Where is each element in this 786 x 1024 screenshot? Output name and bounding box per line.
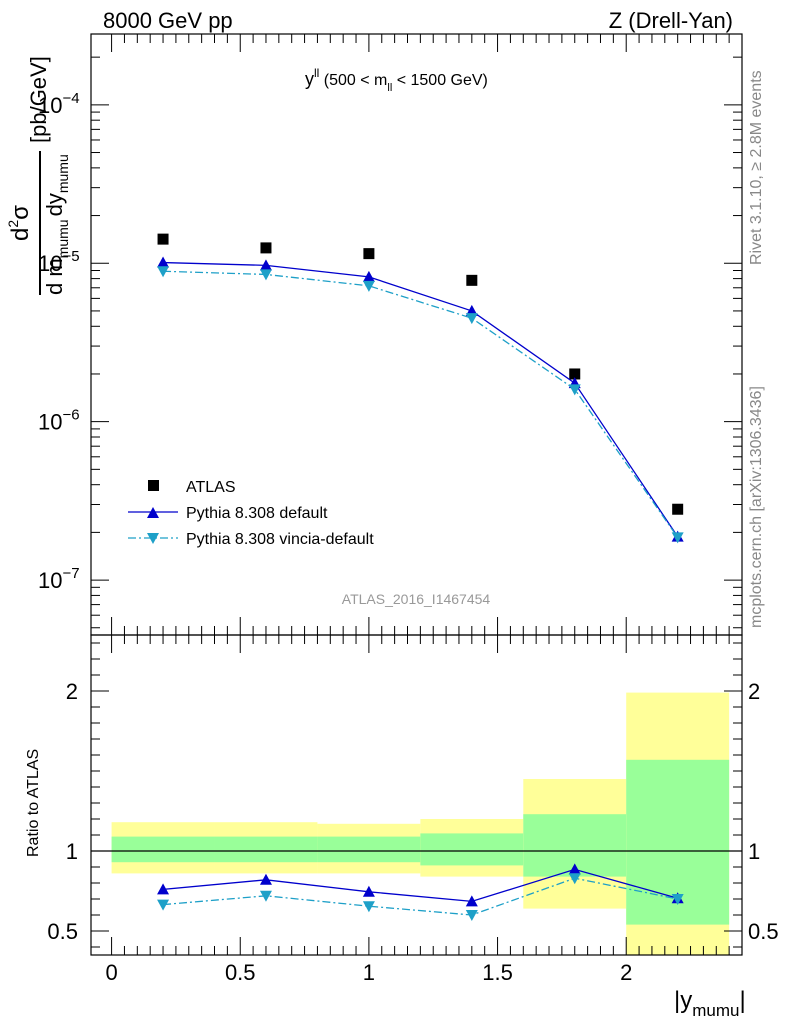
main-line-pythia-8-308-vincia-default [163, 270, 679, 538]
ratio-point-pythia-8-308-default [465, 895, 478, 907]
ratio-inner-band [317, 836, 421, 863]
title-variable-sup: ll [314, 66, 319, 80]
y-label-numerator: d2σ [5, 205, 34, 241]
ratio-axes: 0 0.5 1 1.5 2 0.5 0.5 1 1 2 2 [47, 635, 779, 985]
x-tick-label: 1 [363, 960, 375, 985]
main-point-atlas [363, 248, 375, 260]
ratio-y-axis-label: Ratio to ATLAS [25, 749, 42, 857]
main-point-atlas [672, 503, 684, 515]
ratio-point-pythia-8-308-vincia-default [157, 899, 170, 911]
ratio-point-pythia-8-308-vincia-default [671, 894, 684, 905]
main-point-pythia-8-308-default [362, 270, 375, 282]
x-label-close: | [739, 987, 745, 1014]
x-label-base: |y [674, 987, 692, 1014]
x-tick-label: 2 [620, 960, 632, 985]
main-point-pythia-8-308-default [259, 259, 272, 271]
y-tick-label: 10−4 [38, 90, 80, 118]
y-label-num-sup: 2 [5, 220, 21, 228]
ratio-point-pythia-8-308-default [568, 863, 581, 875]
y-label-den-dm: d m [42, 258, 67, 295]
header-left: 8000 GeV pp [103, 8, 233, 33]
y-tick-label: 10−5 [38, 248, 80, 276]
header-right: Z (Drell-Yan) [609, 8, 733, 33]
x-tick-label: 0 [105, 960, 117, 985]
ratio-y-tick-label-right: 1 [748, 839, 760, 864]
ratio-point-pythia-8-308-vincia-default [465, 910, 478, 921]
ratio-inner-band [111, 836, 215, 863]
ratio-point-pythia-8-308-default [362, 885, 375, 897]
main-point-atlas [157, 233, 169, 245]
ratio-line-pythia-8-308-default [162, 868, 678, 903]
ratio-y-tick-label-left: 0.5 [47, 919, 78, 944]
main-point-pythia-8-308-vincia-default [157, 266, 170, 278]
ratio-panel: 0 0.5 1 1.5 2 0.5 0.5 1 1 2 2 Ratio to ATLAS |ymum… [25, 634, 779, 1020]
legend-label-atlas: ATLAS [186, 479, 236, 496]
title-variable: y [305, 69, 314, 89]
x-label-sub: mumu [692, 1001, 739, 1020]
y-axis-label: d2σ d mmumudymumu [pb/GeV] [5, 56, 71, 295]
y-label-den-sub2: mumu [55, 154, 71, 193]
ratio-y-tick-label-right: 2 [748, 679, 760, 704]
main-point-pythia-8-308-vincia-default [568, 384, 581, 396]
main-line-pythia-8-308-default [163, 261, 679, 537]
legend: ATLAS Pythia 8.308 default Pythia 8.308 … [128, 479, 374, 548]
main-point-atlas [260, 242, 272, 254]
plot-title: yll (500 < mll < 1500 GeV) [305, 66, 488, 94]
main-point-atlas [569, 368, 581, 380]
y-label-num-d: d [7, 228, 34, 241]
ratio-point-pythia-8-308-vincia-default [362, 901, 375, 913]
x-tick-label: 1.5 [482, 960, 513, 985]
main-panel: 10−410−510−610−7 yll (500 < mll < 1500 G… [5, 33, 743, 636]
legend-marker-default [147, 507, 159, 518]
analysis-id-label: ATLAS_2016_I1467454 [342, 591, 491, 607]
ratio-inner-band [214, 836, 318, 863]
title-range-close: < 1500 GeV) [392, 72, 488, 89]
ratio-y-tick-label-left: 2 [66, 679, 78, 704]
mcplots-source-label: mcplots.cern.ch [arXiv:1306.3436] [748, 386, 765, 628]
legend-label-default: Pythia 8.308 default [186, 505, 328, 522]
ratio-point-pythia-8-308-default [157, 883, 170, 895]
ratio-plot-area [91, 692, 742, 955]
main-plot-area [157, 233, 684, 544]
y-tick-label: 10−7 [38, 565, 80, 593]
x-axis-label: |ymumu| [674, 987, 746, 1020]
ratio-point-pythia-8-308-vincia-default [568, 873, 581, 885]
main-point-atlas [466, 274, 478, 286]
main-point-pythia-8-308-vincia-default [671, 532, 684, 544]
main-point-pythia-8-308-vincia-default [259, 269, 272, 281]
title-range-open: (500 < m [319, 72, 387, 89]
main-point-pythia-8-308-vincia-default [362, 280, 375, 292]
y-label-den-sub1: mumu [55, 219, 71, 258]
ratio-y-tick-label-left: 1 [66, 839, 78, 864]
main-point-pythia-8-308-vincia-default [465, 313, 478, 325]
main-axes: 10−4 10−5 10−6 10−7 [38, 34, 742, 635]
y-tick-label: 10−6 [38, 407, 80, 435]
y-label-denominator: d mmumudymumu [42, 154, 71, 295]
ratio-plot-frame [90, 634, 743, 956]
title-mass-sub: ll [387, 82, 392, 94]
ratio-inner-band [420, 833, 524, 866]
ratio-line-pythia-8-308-vincia-default [162, 877, 678, 916]
main-point-pythia-8-308-default [157, 256, 170, 268]
y-label-num-sigma: σ [7, 205, 34, 220]
ratio-point-pythia-8-308-default [259, 873, 272, 885]
legend-marker-atlas [148, 480, 159, 491]
rivet-version-label: Rivet 3.1.10, ≥ 2.8M events [748, 70, 765, 265]
ratio-point-pythia-8-308-vincia-default [259, 890, 272, 902]
legend-label-vincia: Pythia 8.308 vincia-default [186, 531, 374, 548]
x-tick-label: 0.5 [225, 960, 256, 985]
legend-marker-vincia [147, 533, 159, 544]
ratio-y-tick-label-right: 0.5 [748, 919, 779, 944]
y-label-den-dy: dy [42, 193, 67, 216]
y-label-unit: [pb/GeV] [26, 56, 51, 143]
